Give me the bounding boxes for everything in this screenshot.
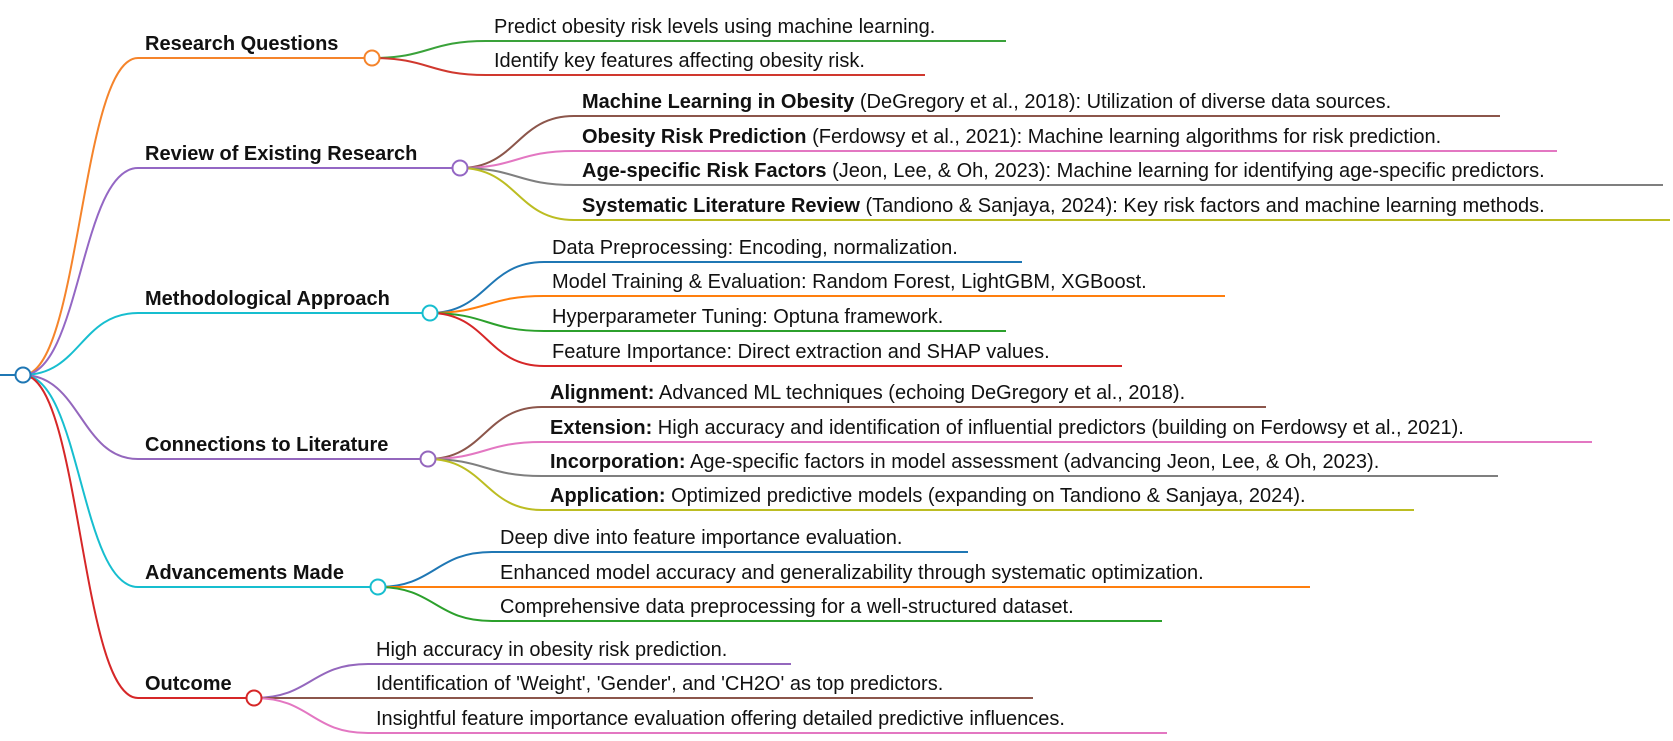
leaf-description: High accuracy in obesity risk prediction…: [376, 639, 727, 661]
leaf-label[interactable]: Hyperparameter Tuning: Optuna framework.: [552, 306, 943, 328]
leaf-description: Hyperparameter Tuning: Optuna framework.: [552, 306, 943, 328]
leaf-bold-term: Machine Learning in Obesity: [582, 91, 855, 113]
branch-node-toggle[interactable]: [363, 49, 381, 67]
leaf-bold-term: Age-specific Risk Factors: [582, 160, 827, 182]
leaf-connector: [253, 663, 369, 699]
leaf-description: Predict obesity risk levels using machin…: [494, 16, 935, 38]
leaf-description: Identification of 'Weight', 'Gender', an…: [376, 673, 943, 695]
branch-node-toggle[interactable]: [451, 159, 469, 177]
branch-connector: [22, 312, 139, 376]
leaf-description: (DeGregory et al., 2018): Utilization of…: [854, 91, 1391, 113]
leaf-label[interactable]: Identify key features affecting obesity …: [494, 50, 865, 72]
leaf-connector: [377, 586, 493, 622]
branch-connector: [22, 374, 139, 588]
branch-connector: [22, 374, 139, 460]
branch-connector: [22, 57, 139, 376]
leaf-label[interactable]: Alignment: Advanced ML techniques (echoi…: [550, 382, 1185, 404]
leaf-label[interactable]: Machine Learning in Obesity (DeGregory e…: [582, 91, 1391, 113]
leaf-connector: [459, 167, 575, 221]
branch-label[interactable]: Advancements Made: [145, 562, 344, 584]
leaf-description: (Tandiono & Sanjaya, 2024): Key risk fac…: [860, 195, 1545, 217]
leaf-bold-term: Application:: [550, 485, 666, 507]
leaf-description: Deep dive into feature importance evalua…: [500, 527, 902, 549]
leaf-description: Enhanced model accuracy and generalizabi…: [500, 562, 1204, 584]
leaf-description: (Ferdowsy et al., 2021): Machine learnin…: [807, 126, 1442, 148]
branch-connector: [22, 374, 139, 699]
leaf-label[interactable]: Feature Importance: Direct extraction an…: [552, 341, 1050, 363]
leaf-bold-term: Alignment:: [550, 382, 654, 404]
branch-node-toggle[interactable]: [245, 689, 263, 707]
branch-label[interactable]: Methodological Approach: [145, 288, 390, 310]
leaf-connector: [427, 458, 543, 477]
leaf-bold-term: Systematic Literature Review: [582, 195, 860, 217]
leaf-connector: [377, 551, 493, 588]
branch-connector: [22, 167, 139, 376]
leaf-description: Optimized predictive models (expanding o…: [666, 485, 1306, 507]
leaf-label[interactable]: Identification of 'Weight', 'Gender', an…: [376, 673, 943, 695]
leaf-label[interactable]: Age-specific Risk Factors (Jeon, Lee, & …: [582, 160, 1545, 182]
leaf-label[interactable]: Comprehensive data preprocessing for a w…: [500, 596, 1074, 618]
leaf-description: Advanced ML techniques (echoing DeGregor…: [654, 382, 1185, 404]
leaf-description: Comprehensive data preprocessing for a w…: [500, 596, 1074, 618]
mind-map-nodes: Research Questions Predict obesity risk l…: [14, 16, 1545, 730]
leaf-description: Model Training & Evaluation: Random Fore…: [552, 271, 1147, 293]
leaf-bold-term: Obesity Risk Prediction: [582, 126, 807, 148]
leaf-label[interactable]: Predict obesity risk levels using machin…: [494, 16, 935, 38]
leaf-connector: [253, 697, 369, 734]
leaf-connector: [427, 406, 543, 460]
branch-label[interactable]: Outcome: [145, 673, 232, 695]
leaf-label[interactable]: Extension: High accuracy and identificat…: [550, 417, 1464, 439]
leaf-description: Feature Importance: Direct extraction an…: [552, 341, 1050, 363]
leaf-description: High accuracy and identification of infl…: [652, 417, 1464, 439]
branch-label[interactable]: Connections to Literature: [145, 434, 388, 456]
leaf-connector: [371, 40, 487, 59]
branch-node-toggle[interactable]: [369, 578, 387, 596]
leaf-connector: [459, 115, 575, 169]
leaf-bold-term: Extension:: [550, 417, 652, 439]
branch-label[interactable]: Research Questions: [145, 33, 338, 55]
leaf-connector: [427, 441, 543, 460]
leaf-connector: [429, 312, 545, 367]
leaf-connector: [371, 57, 487, 76]
leaf-connector: [429, 261, 545, 314]
leaf-connector: [427, 458, 543, 511]
leaf-description: Data Preprocessing: Encoding, normalizat…: [552, 237, 958, 259]
leaf-connector: [459, 167, 575, 186]
leaf-description: Insightful feature importance evaluation…: [376, 708, 1065, 730]
branch-label[interactable]: Review of Existing Research: [145, 143, 417, 165]
leaf-label[interactable]: High accuracy in obesity risk prediction…: [376, 639, 727, 661]
leaf-connector: [459, 150, 575, 169]
leaf-label[interactable]: Incorporation: Age-specific factors in m…: [550, 451, 1379, 473]
leaf-connector: [429, 295, 545, 314]
mind-map-edges: [0, 40, 1670, 734]
leaf-label[interactable]: Deep dive into feature importance evalua…: [500, 527, 902, 549]
leaf-label[interactable]: Application: Optimized predictive models…: [550, 485, 1306, 507]
leaf-label[interactable]: Data Preprocessing: Encoding, normalizat…: [552, 237, 958, 259]
branch-node-toggle[interactable]: [419, 450, 437, 468]
leaf-label[interactable]: Obesity Risk Prediction (Ferdowsy et al.…: [582, 126, 1441, 148]
leaf-description: (Jeon, Lee, & Oh, 2023): Machine learnin…: [827, 160, 1545, 182]
leaf-label[interactable]: Insightful feature importance evaluation…: [376, 708, 1065, 730]
leaf-bold-term: Incorporation:: [550, 451, 686, 473]
branch-node-toggle[interactable]: [421, 304, 439, 322]
leaf-description: Identify key features affecting obesity …: [494, 50, 865, 72]
leaf-connector: [429, 312, 545, 332]
root-node-toggle[interactable]: [14, 366, 32, 384]
leaf-label[interactable]: Systematic Literature Review (Tandiono &…: [582, 195, 1545, 217]
leaf-label[interactable]: Model Training & Evaluation: Random Fore…: [552, 271, 1147, 293]
leaf-description: Age-specific factors in model assessment…: [686, 451, 1380, 473]
leaf-label[interactable]: Enhanced model accuracy and generalizabi…: [500, 562, 1204, 584]
